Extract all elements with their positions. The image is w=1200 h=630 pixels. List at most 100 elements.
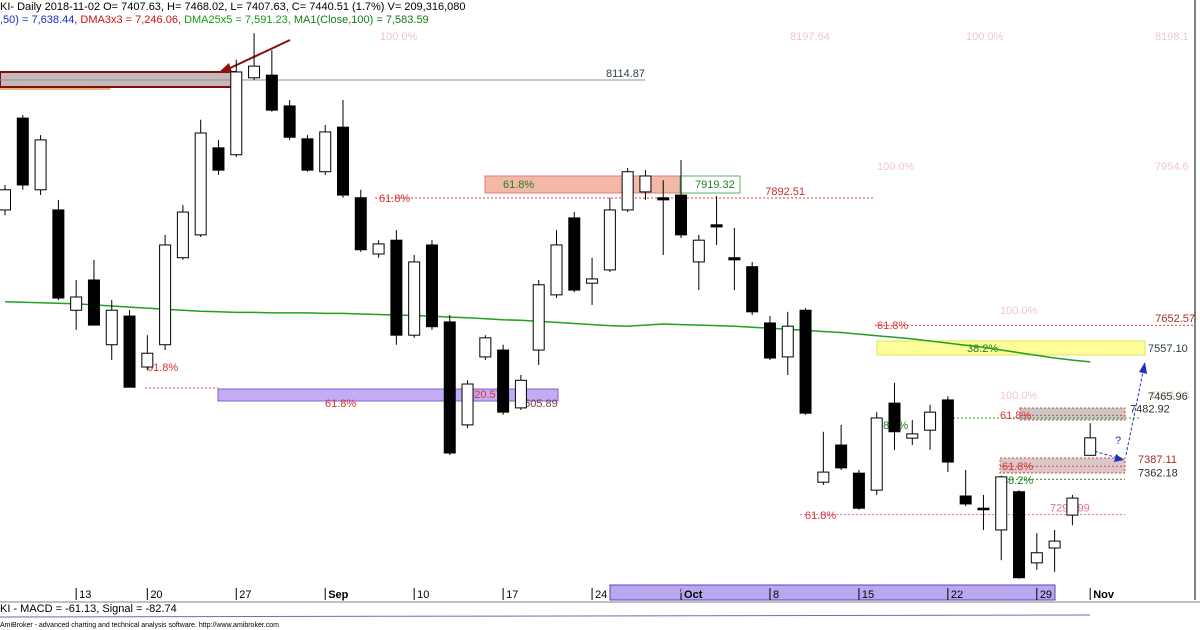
candle-body (194, 132, 207, 236)
x-tick-label: 17 (506, 589, 518, 601)
candle-body (497, 349, 510, 413)
candle-body (408, 261, 421, 336)
macd-label: KI - MACD = -61.13, Signal = -82.74 (0, 603, 177, 615)
annotation: 7523.33 (1150, 390, 1190, 402)
candle-body (248, 65, 261, 79)
zone (1019, 407, 1126, 421)
candle-body (603, 209, 616, 271)
level-label: 7482.92 (1130, 403, 1170, 415)
arrow (227, 39, 291, 70)
annotation: 61.8% (503, 179, 534, 191)
candle-body (995, 476, 1008, 531)
candle-body (319, 131, 332, 173)
candle-body (888, 402, 901, 433)
zone (679, 175, 741, 194)
zone (876, 340, 1146, 356)
annotation: 7954.6 (1155, 161, 1189, 173)
candle-body (728, 257, 741, 261)
header-part: DMA25x5 = 7,591.23, (184, 14, 294, 26)
candle-body (675, 194, 688, 236)
annotation: 100.0% (380, 31, 418, 43)
arrow-head (1139, 362, 1147, 374)
annotation: 7505.89 (518, 398, 558, 410)
zone (999, 457, 1126, 474)
annotation: 61.8% (1002, 461, 1033, 473)
x-tick-label: 27 (239, 589, 251, 601)
annotation: 38.2% (1002, 475, 1033, 487)
candle-body (835, 444, 848, 469)
annotation: 61.8% (1000, 410, 1031, 422)
candle-body (354, 197, 367, 251)
candle-body (390, 239, 403, 336)
level-label: 7387.11 (1138, 454, 1177, 466)
candle-body (443, 321, 456, 454)
annotation: 100.0% (877, 161, 915, 173)
candle-body (87, 279, 100, 326)
annotation: 8198.1 (1155, 31, 1189, 43)
x-tick-label: 8 (773, 589, 779, 601)
candle-body (852, 472, 865, 509)
candle-body (817, 471, 830, 483)
level-label: 7892.51 (765, 186, 805, 198)
candle-body (746, 266, 759, 313)
level-label: 8114.87 (606, 68, 645, 80)
annotation: 61.8% (379, 193, 410, 205)
candle-body (781, 325, 794, 358)
annotation: 100.0% (966, 31, 1004, 43)
x-tick-label: Nov (1093, 589, 1115, 601)
arrow-head (1114, 454, 1124, 462)
candle-body (479, 337, 492, 358)
header: KI- Daily 2018-11-02 O= 7407.63, H= 7468… (0, 1, 466, 13)
candle-body (550, 244, 563, 296)
annotation: 100.0% (1000, 390, 1038, 402)
candle-body (301, 138, 314, 171)
candle-body (337, 126, 350, 196)
candle-body (532, 284, 545, 351)
footer: AmiBroker - advanced charting and techni… (0, 622, 279, 629)
candle-body (141, 352, 154, 368)
candle-body (514, 379, 527, 409)
header-part: MA1(Close,100) = 7,583.59 (294, 14, 429, 26)
candle-body (1030, 552, 1043, 564)
candle-body (52, 209, 65, 299)
candle-body (941, 399, 954, 463)
candle-body (799, 309, 812, 414)
x-tick-label: 10 (417, 589, 429, 601)
candle-body (710, 224, 723, 228)
candle-body (639, 175, 652, 193)
axis-ticks: 13 20 27 Sep 10 17 24 Oct 8 15 22 29 Nov (75, 588, 1115, 601)
x-tick-label: 20 (150, 589, 162, 601)
candle-body (212, 147, 225, 171)
header-indicators: ,50) = 7,638.44, DMA3x3 = 7,246.06, DMA2… (0, 14, 429, 26)
candle-body (621, 171, 634, 211)
x-tick-label: 22 (951, 589, 963, 601)
candle-body (159, 244, 172, 346)
annotation: 61.8% (877, 320, 908, 332)
candle-body (977, 507, 990, 511)
x-tick-label: Sep (328, 589, 348, 601)
annotation: 61.8% (325, 398, 356, 410)
zone (609, 584, 1056, 601)
candle-body (425, 244, 438, 328)
candle-body (16, 117, 29, 186)
annotation: 61.8% (147, 362, 178, 374)
candle-body (265, 74, 278, 111)
candle-body (1013, 491, 1026, 579)
x-tick-label: 24 (595, 589, 607, 601)
candle-body (1066, 497, 1079, 516)
candle-body (924, 411, 937, 431)
level-label: 7362.18 (1138, 467, 1178, 479)
x-tick-label: 29 (1040, 589, 1052, 601)
candle-body (105, 309, 118, 346)
annotation: 7465.96 (1148, 391, 1188, 403)
x-tick-label: Oct (684, 589, 703, 601)
ma-line (4, 301, 1091, 363)
arrow (1125, 371, 1144, 456)
x-tick-label: 15 (862, 589, 874, 601)
candle-body (586, 278, 599, 284)
annotation: 7557.10 (1148, 343, 1188, 355)
level-label: 7652.57 (1155, 313, 1195, 325)
annotation: 7919.32 (695, 179, 735, 191)
annotation: 8197.64 (790, 31, 830, 43)
